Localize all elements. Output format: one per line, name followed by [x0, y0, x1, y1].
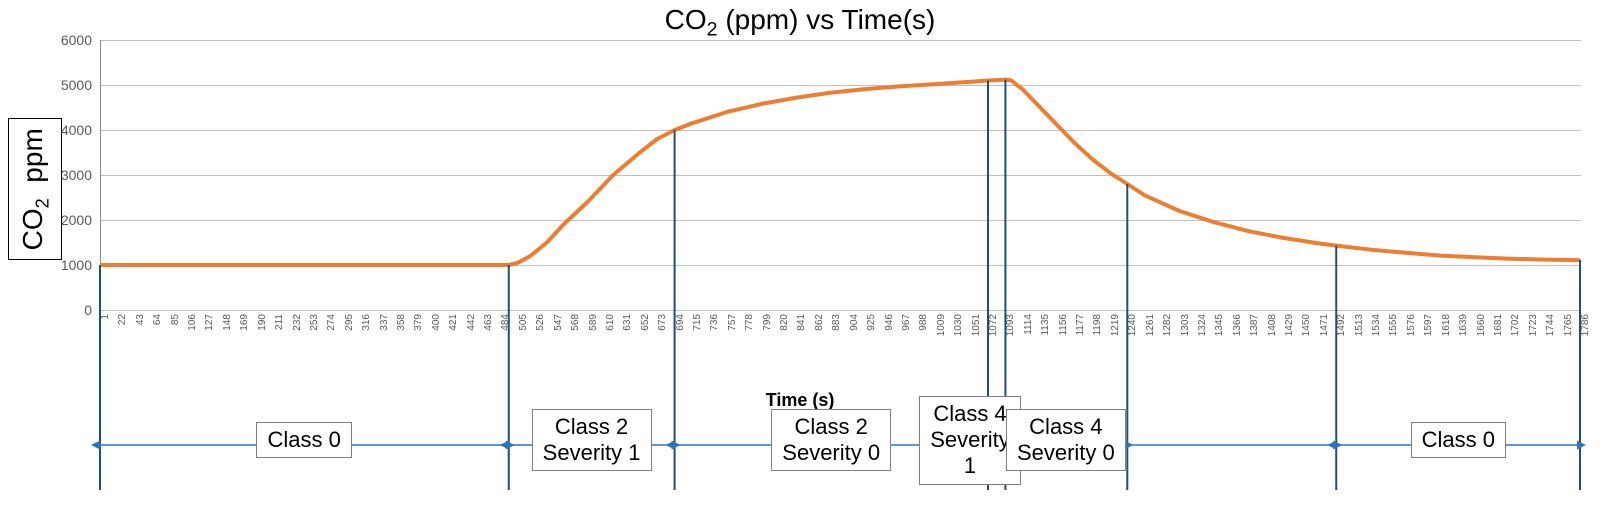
y-tick-label: 1000 — [52, 257, 92, 273]
y-tick-label: 6000 — [52, 32, 92, 48]
y-tick-label: 0 — [52, 302, 92, 318]
y-axis-label-box: CO2 ppm — [8, 118, 62, 260]
y-axis-label: CO2 ppm — [17, 128, 54, 250]
y-tick-label: 2000 — [52, 212, 92, 228]
y-tick-label: 4000 — [52, 122, 92, 138]
chart-title: CO2 (ppm) vs Time(s) — [0, 4, 1600, 42]
chart-container: CO2 (ppm) vs Time(s) CO2 ppm 12243648510… — [0, 0, 1600, 532]
y-tick-label: 5000 — [52, 77, 92, 93]
x-tick-label: 1786 — [1580, 314, 1591, 336]
region-lines-svg — [100, 40, 1580, 520]
y-tick-label: 3000 — [52, 167, 92, 183]
